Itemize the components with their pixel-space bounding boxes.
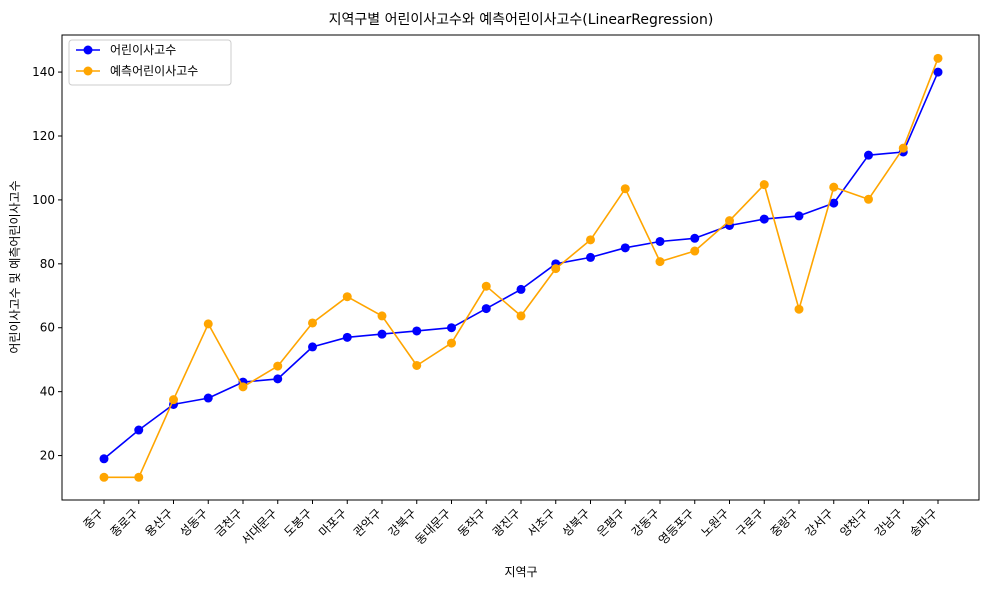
x-tick-label: 강동구 [629, 506, 662, 539]
y-tick-label: 20 [40, 449, 55, 463]
x-tick-label: 성동구 [177, 506, 210, 539]
legend-marker-actual [83, 45, 93, 55]
x-tick-label: 금천구 [211, 506, 245, 540]
data-point-predicted [516, 311, 526, 321]
data-point-actual [99, 454, 109, 464]
data-point-predicted [238, 382, 248, 392]
data-point-actual [203, 393, 213, 403]
x-tick-label: 송파구 [907, 506, 940, 539]
data-point-actual [933, 67, 943, 77]
data-point-actual [308, 342, 317, 352]
data-point-predicted [169, 395, 178, 405]
data-point-actual [759, 214, 769, 224]
legend-marker-predicted [83, 66, 93, 76]
x-tick-label: 광진구 [490, 506, 523, 539]
y-tick-label: 80 [40, 257, 55, 271]
x-tick-label: 구로구 [733, 506, 766, 539]
data-point-predicted [342, 292, 352, 302]
data-point-actual [412, 326, 422, 336]
data-point-predicted [864, 194, 873, 204]
data-point-predicted [829, 182, 839, 192]
data-point-actual [516, 284, 526, 294]
x-tick-label: 중구 [81, 506, 107, 532]
x-tick-label: 노원구 [698, 506, 731, 539]
x-tick-label: 은평구 [594, 506, 627, 539]
data-point-predicted [725, 216, 734, 226]
chart-title: 지역구별 어린이사고수와 예측어린이사고수(LinearRegression) [329, 12, 714, 28]
data-point-predicted [134, 472, 144, 482]
x-tick-label: 성북구 [559, 506, 592, 539]
data-point-actual [794, 211, 804, 221]
x-tick-label: 강남구 [872, 506, 905, 539]
legend-label-predicted: 예측어린이사고수 [110, 64, 198, 78]
data-point-predicted [759, 180, 769, 190]
plot-area-frame [61, 34, 980, 501]
x-tick-label: 용산구 [142, 506, 175, 539]
data-point-predicted [308, 318, 317, 328]
y-tick-label: 60 [40, 321, 55, 335]
data-point-predicted [481, 281, 491, 291]
y-axis-label: 어린이사고수 및 예측어린이사고수 [8, 180, 22, 353]
x-axis-label: 지역구 [504, 565, 537, 579]
y-tick-label: 120 [32, 129, 55, 143]
x-tick-label: 강북구 [386, 506, 419, 539]
x-tick-label: 중랑구 [768, 506, 801, 539]
data-point-predicted [412, 360, 422, 370]
x-tick-label: 서대문구 [239, 506, 280, 547]
x-tick-label: 영등포구 [656, 506, 697, 547]
data-point-actual [377, 329, 387, 339]
data-point-predicted [933, 53, 943, 63]
data-point-actual [829, 198, 839, 208]
data-point-predicted [620, 184, 630, 194]
data-point-actual [481, 304, 491, 314]
data-point-actual [273, 374, 283, 384]
series-layer [99, 53, 943, 482]
data-point-actual [620, 243, 630, 253]
data-point-predicted [551, 264, 561, 274]
data-point-actual [447, 323, 456, 333]
data-point-predicted [898, 143, 908, 153]
x-tick-label: 종로구 [108, 506, 141, 539]
x-tick-label: 양천구 [837, 506, 871, 540]
data-point-predicted [586, 235, 595, 245]
series-line-predicted [104, 58, 939, 479]
data-point-predicted [377, 311, 387, 321]
data-point-predicted [794, 304, 804, 314]
x-tick-label: 마포구 [316, 506, 349, 539]
data-point-actual [655, 236, 665, 246]
x-tick-label: 관악구 [351, 506, 384, 539]
data-point-predicted [690, 246, 700, 256]
data-point-predicted [655, 257, 665, 267]
x-tick-label: 서초구 [525, 506, 558, 539]
data-point-predicted [203, 319, 213, 329]
legend-label-actual: 어린이사고수 [110, 43, 176, 57]
data-point-actual [134, 425, 144, 435]
data-point-actual [342, 332, 352, 342]
x-tick-label: 도봉구 [281, 506, 314, 539]
legend: 어린이사고수 예측어린이사고수 [68, 39, 232, 86]
data-point-actual [864, 150, 873, 160]
series-line-actual [103, 71, 939, 460]
x-tick-label: 강서구 [803, 506, 836, 539]
x-tick-label: 동대문구 [412, 506, 453, 547]
y-axis: 20 40 60 80 100 120 140 [32, 65, 62, 463]
data-point-actual [690, 233, 700, 243]
data-point-predicted [447, 338, 456, 348]
y-tick-label: 40 [40, 385, 55, 399]
data-point-predicted [99, 472, 109, 482]
legend-frame [68, 39, 232, 86]
y-tick-label: 140 [32, 65, 55, 79]
data-point-predicted [273, 361, 283, 371]
y-tick-label: 100 [32, 193, 55, 207]
data-point-actual [586, 252, 595, 262]
x-tick-label: 동작구 [455, 506, 488, 539]
